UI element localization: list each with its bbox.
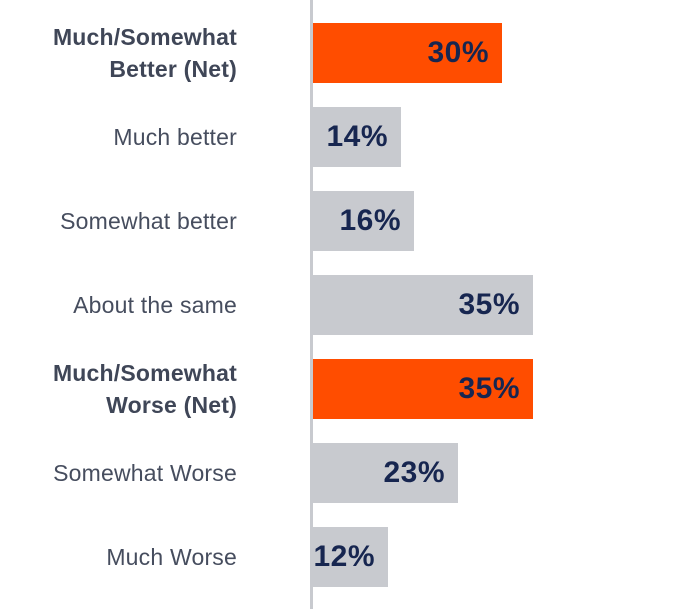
bar: 12% xyxy=(313,527,388,587)
bar-row: Somewhat better 16% xyxy=(0,179,692,263)
category-label: Much/Somewhat Worse (Net) xyxy=(52,360,237,418)
category-label: Much Worse xyxy=(106,544,237,570)
bar: 35% xyxy=(313,275,533,335)
category-label: Somewhat better xyxy=(60,208,237,234)
value-label: 14% xyxy=(326,120,388,153)
category-label: Much better xyxy=(113,124,237,150)
bar-row: Much/Somewhat Better (Net) 30% xyxy=(0,11,692,95)
value-label: 35% xyxy=(458,288,520,321)
value-label: 35% xyxy=(458,372,520,405)
category-label: Much/Somewhat Better (Net) xyxy=(52,24,237,82)
bar: 35% xyxy=(313,359,533,419)
category-label: About the same xyxy=(73,292,237,318)
bar-rows: Much/Somewhat Better (Net) 30% Much bett… xyxy=(0,11,692,599)
bar-row: About the same 35% xyxy=(0,263,692,347)
bar-row: Much better 14% xyxy=(0,95,692,179)
bar: 30% xyxy=(313,23,502,83)
bar-row: Much Worse 12% xyxy=(0,515,692,599)
value-label: 23% xyxy=(383,456,445,489)
category-label: Somewhat Worse xyxy=(53,460,237,486)
bar-row: Somewhat Worse 23% xyxy=(0,431,692,515)
bar: 16% xyxy=(313,191,414,251)
bar: 14% xyxy=(313,107,401,167)
value-label: 16% xyxy=(339,204,401,237)
value-label: 12% xyxy=(313,540,375,573)
bar: 23% xyxy=(313,443,458,503)
axis-baseline xyxy=(310,0,313,609)
value-label: 30% xyxy=(427,36,489,69)
bar-row: Much/Somewhat Worse (Net) 35% xyxy=(0,347,692,431)
